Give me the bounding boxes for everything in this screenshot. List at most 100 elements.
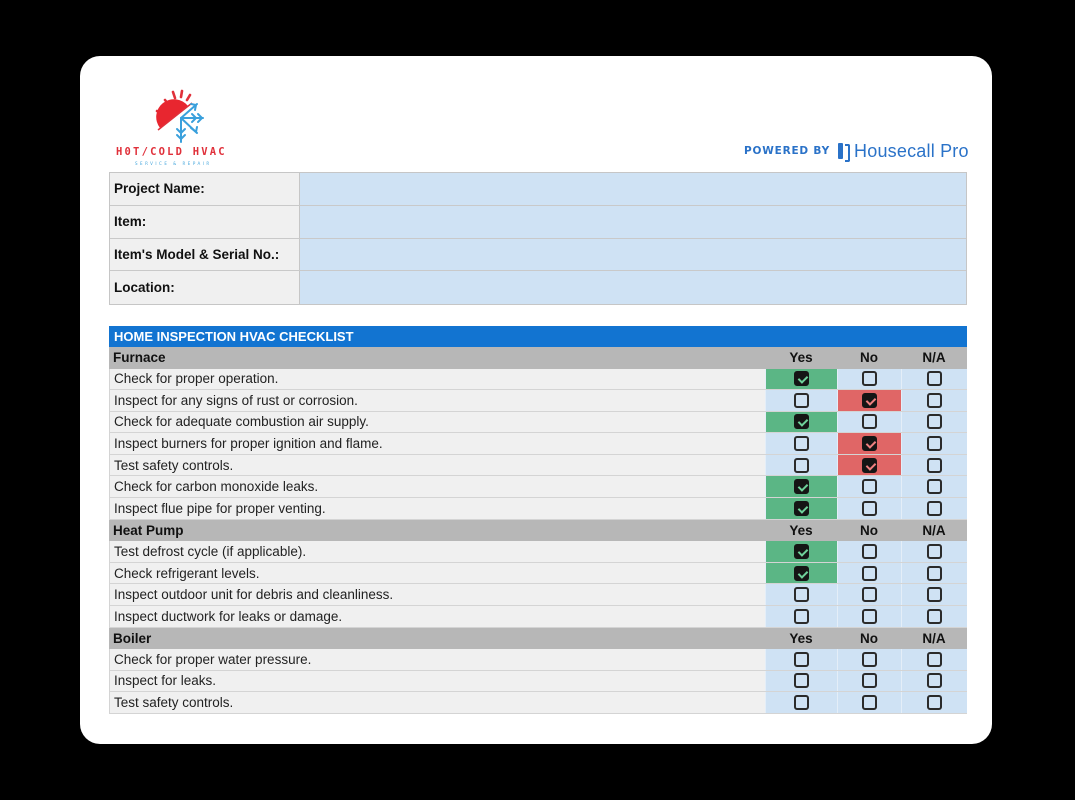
section-header: Furnace Yes No N/A xyxy=(109,347,967,369)
checkbox-unchecked[interactable] xyxy=(862,500,877,516)
checkbox-checked[interactable] xyxy=(862,392,877,408)
powered-by-label: POWERED BY xyxy=(744,145,831,157)
checkbox-unchecked[interactable] xyxy=(862,695,877,711)
housecall-pro-name: Housecall Pro xyxy=(854,140,969,161)
checkbox-unchecked[interactable] xyxy=(927,392,942,408)
checkbox-unchecked[interactable] xyxy=(794,392,809,408)
checkbox-unchecked[interactable] xyxy=(927,543,942,559)
cell-yes xyxy=(765,692,837,713)
checklist-item-text: Test safety controls. xyxy=(109,692,765,713)
model-serial-field[interactable] xyxy=(300,238,966,271)
checkbox-unchecked[interactable] xyxy=(862,673,877,689)
checkbox-unchecked[interactable] xyxy=(862,371,877,387)
cell-yes xyxy=(765,584,837,605)
checkbox-unchecked[interactable] xyxy=(794,436,809,452)
checkbox-unchecked[interactable] xyxy=(927,457,942,473)
column-header-na: N/A xyxy=(922,630,946,646)
checklist-row: Inspect for any signs of rust or corrosi… xyxy=(109,390,967,412)
checkbox-checked[interactable] xyxy=(794,371,809,387)
checkbox-checked[interactable] xyxy=(862,436,877,452)
checkbox-checked[interactable] xyxy=(794,500,809,516)
cell-no xyxy=(837,368,901,390)
sun-snowflake-icon xyxy=(155,89,204,143)
cell-no xyxy=(837,584,901,605)
checkbox-unchecked[interactable] xyxy=(794,457,809,473)
cell-yes xyxy=(765,649,837,670)
checklist-item-text: Check refrigerant levels. xyxy=(109,562,765,584)
column-header-yes: Yes xyxy=(789,522,813,538)
checkbox-unchecked[interactable] xyxy=(794,695,809,711)
project-info-table: Project Name: Item: Item's Model & Seria… xyxy=(109,172,967,305)
checklist-row: Test safety controls. xyxy=(109,454,967,477)
cell-na xyxy=(901,454,967,476)
cell-na xyxy=(901,584,967,605)
checkbox-unchecked[interactable] xyxy=(927,436,942,452)
cell-no xyxy=(837,562,901,584)
checkbox-unchecked[interactable] xyxy=(794,587,809,603)
checklist-item-text: Inspect ductwork for leaks or damage. xyxy=(109,605,765,627)
cell-no xyxy=(837,454,901,476)
checkbox-unchecked[interactable] xyxy=(862,565,877,581)
checklist-row: Inspect burners for proper ignition and … xyxy=(109,433,967,455)
checklist-row: Inspect outdoor unit for debris and clea… xyxy=(109,584,967,606)
item-field[interactable] xyxy=(300,205,966,238)
section-header: Heat Pump Yes No N/A xyxy=(109,519,967,542)
checkbox-unchecked[interactable] xyxy=(794,608,809,624)
checklist-row: Check refrigerant levels. xyxy=(109,562,967,585)
checkbox-unchecked[interactable] xyxy=(927,565,942,581)
checkbox-unchecked[interactable] xyxy=(862,414,877,430)
checklist-item-text: Check for carbon monoxide leaks. xyxy=(109,476,765,498)
checkbox-unchecked[interactable] xyxy=(862,479,877,495)
cell-yes xyxy=(765,476,837,498)
checklist-row: Inspect ductwork for leaks or damage. xyxy=(109,605,967,628)
checklist-item-text: Inspect outdoor unit for debris and clea… xyxy=(109,584,765,605)
column-header-na: N/A xyxy=(922,350,946,366)
checkbox-unchecked[interactable] xyxy=(927,500,942,516)
cell-yes xyxy=(765,411,837,433)
checkbox-checked[interactable] xyxy=(794,414,809,430)
project-name-label: Project Name: xyxy=(110,173,300,205)
checkbox-unchecked[interactable] xyxy=(794,651,809,667)
checkbox-checked[interactable] xyxy=(794,565,809,581)
section-name: Furnace xyxy=(113,350,166,366)
column-header-yes: Yes xyxy=(789,350,813,366)
cell-na xyxy=(901,541,967,562)
checklist-item-text: Check for proper operation. xyxy=(109,368,765,390)
housecall-pro-logo-icon xyxy=(838,142,851,162)
checkbox-unchecked[interactable] xyxy=(927,695,942,711)
location-field[interactable] xyxy=(300,271,966,304)
checkbox-unchecked[interactable] xyxy=(862,543,877,559)
checkbox-unchecked[interactable] xyxy=(927,608,942,624)
cell-no xyxy=(837,541,901,562)
powered-by-badge: POWERED BY Housecall Pro xyxy=(744,140,969,162)
checkbox-unchecked[interactable] xyxy=(927,371,942,387)
checkbox-unchecked[interactable] xyxy=(862,587,877,603)
checkbox-unchecked[interactable] xyxy=(927,414,942,430)
checkbox-unchecked[interactable] xyxy=(927,673,942,689)
checkbox-unchecked[interactable] xyxy=(927,587,942,603)
checkbox-checked[interactable] xyxy=(794,479,809,495)
cell-no xyxy=(837,692,901,713)
company-logo: H0T/COLD HVAC SERVICE & REPAIR xyxy=(113,88,253,168)
cell-yes xyxy=(765,541,837,562)
checkbox-unchecked[interactable] xyxy=(794,673,809,689)
checkbox-unchecked[interactable] xyxy=(927,479,942,495)
cell-yes xyxy=(765,605,837,627)
column-header-no: No xyxy=(860,630,878,646)
cell-yes xyxy=(765,368,837,390)
column-header-no: No xyxy=(860,522,878,538)
project-name-field[interactable] xyxy=(300,173,966,205)
checklist-item-text: Inspect for leaks. xyxy=(109,670,765,692)
cell-na xyxy=(901,390,967,411)
cell-no xyxy=(837,433,901,454)
checkbox-unchecked[interactable] xyxy=(862,651,877,667)
checkbox-checked[interactable] xyxy=(862,457,877,473)
checkbox-checked[interactable] xyxy=(794,543,809,559)
checkbox-unchecked[interactable] xyxy=(862,608,877,624)
checklist-item-text: Inspect burners for proper ignition and … xyxy=(109,433,765,454)
cell-yes xyxy=(765,433,837,454)
checkbox-unchecked[interactable] xyxy=(927,651,942,667)
item-row: Item: xyxy=(110,205,966,239)
section-name: Heat Pump xyxy=(113,522,184,538)
column-header-yes: Yes xyxy=(789,630,813,646)
